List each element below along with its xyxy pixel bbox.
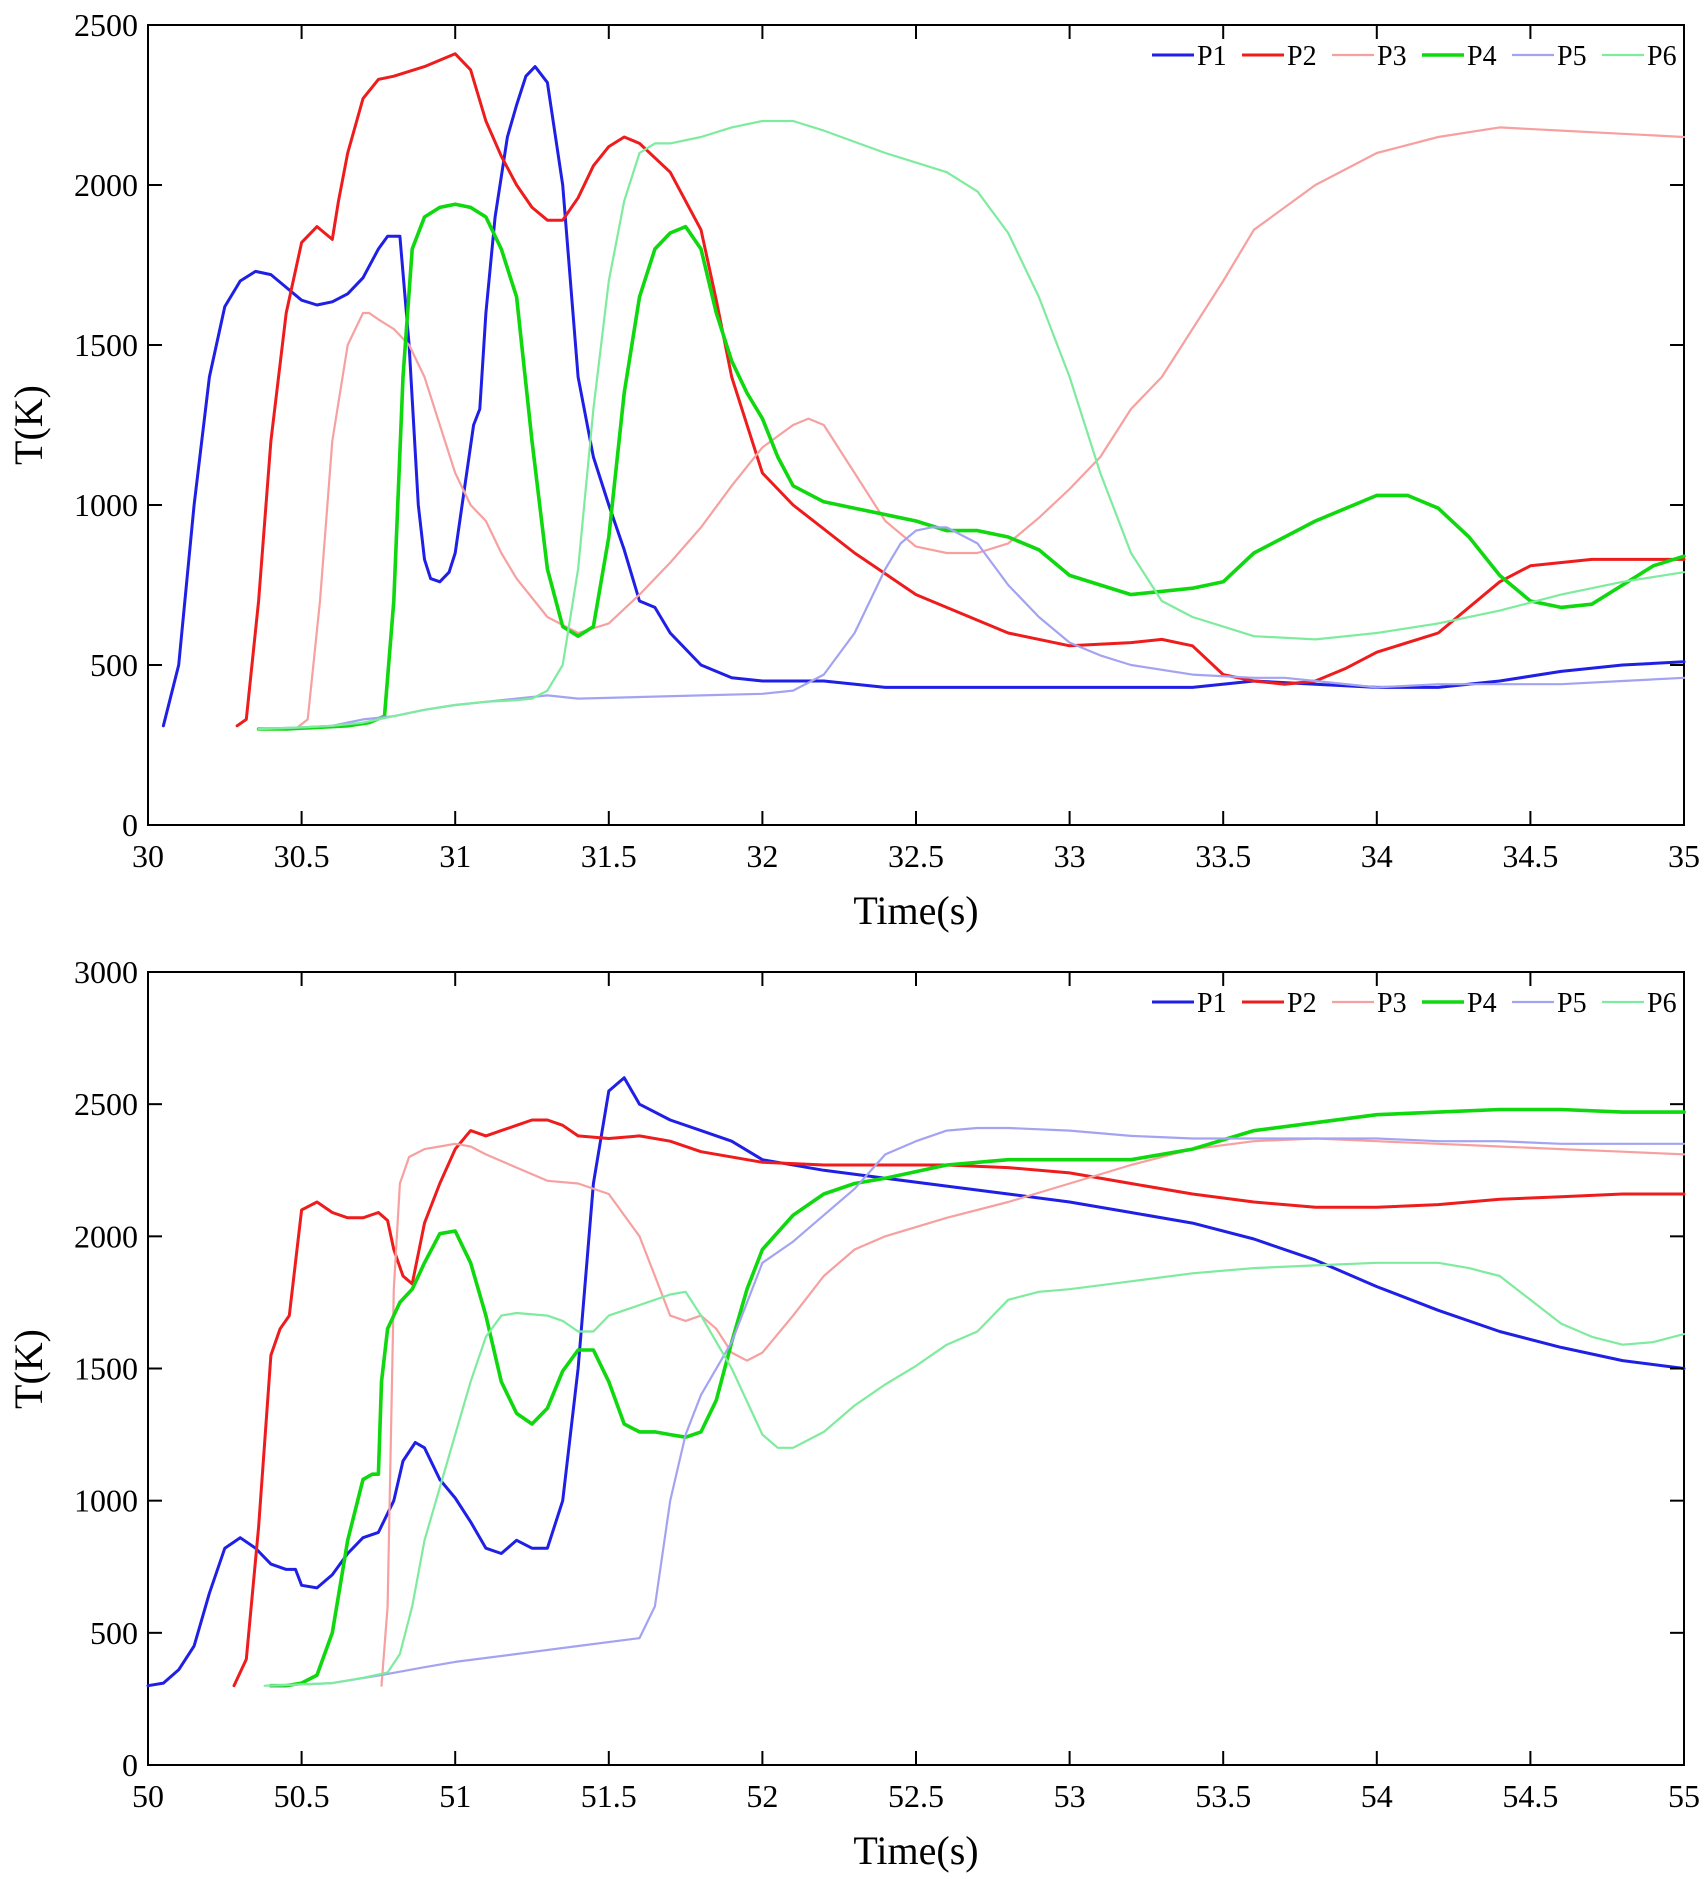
top-x-tick-label: 31.5	[581, 838, 637, 874]
bottom-x-tick-label: 51.5	[581, 1778, 637, 1814]
bottom-legend-label-p6: P6	[1647, 988, 1677, 1019]
top-x-axis-label: Time(s)	[853, 888, 978, 933]
bottom-series-p3	[380, 1137, 1686, 1687]
top-legend-label-p6: P6	[1647, 41, 1677, 72]
bottom-legend-label-p4: P4	[1467, 988, 1497, 1019]
top-y-axis-label: T(K)	[6, 385, 51, 465]
bottom-x-tick-label: 53	[1054, 1778, 1086, 1814]
top-x-tick-label: 33	[1054, 838, 1086, 874]
top-x-tick-label: 30.5	[274, 838, 330, 874]
bottom-y-tick-label: 2000	[74, 1218, 138, 1254]
bottom-series-p1	[146, 1076, 1686, 1688]
bottom-y-axis-label: T(K)	[6, 1329, 51, 1409]
bottom-y-tick-label: 0	[122, 1747, 138, 1783]
top-x-tick-label: 33.5	[1195, 838, 1251, 874]
bottom-series-p5	[269, 1126, 1686, 1687]
top-y-tick-label: 500	[90, 647, 138, 683]
top-series-p1	[161, 65, 1686, 728]
bottom-x-tick-label: 53.5	[1195, 1778, 1251, 1814]
bottom-legend-label-p2: P2	[1287, 988, 1317, 1019]
top-series-layer	[161, 52, 1686, 731]
bottom-x-tick-label: 54	[1361, 1778, 1393, 1814]
bottom-x-tick-label: 52.5	[888, 1778, 944, 1814]
top-x-tick-label: 32	[746, 838, 778, 874]
top-series-p6	[257, 119, 1686, 731]
bottom-y-tick-label: 1000	[74, 1483, 138, 1519]
bottom-chart-panel: 50 50.5 51 51.5 52 52.5 53 53.5 54 54.5 55 0 500 100…	[6, 954, 1700, 1873]
top-x-tick-label: 35	[1668, 838, 1700, 874]
top-series-p4	[256, 202, 1686, 731]
bottom-x-ticks: 50 50.5 51 51.5 52 52.5 53 53.5 54 54.5 55	[132, 972, 1700, 1814]
top-x-ticks: 30 30.5 31 31.5 32 32.5 33 33.5 34 34.5 35	[132, 25, 1700, 874]
top-y-tick-label: 1000	[74, 487, 138, 523]
bottom-legend-label-p5: P5	[1557, 988, 1587, 1019]
top-legend-label-p4: P4	[1467, 41, 1497, 72]
bottom-y-ticks: 0 500 1000 1500 2000 2500 3000	[74, 954, 1684, 1783]
bottom-legend: P1 P2 P3 P4 P5 P6	[1152, 988, 1677, 1019]
bottom-x-tick-label: 51	[439, 1778, 471, 1814]
top-x-tick-label: 34.5	[1502, 838, 1558, 874]
top-x-tick-label: 31	[439, 838, 471, 874]
bottom-series-layer	[146, 1076, 1686, 1688]
bottom-x-tick-label: 55	[1668, 1778, 1700, 1814]
bottom-x-tick-label: 52	[746, 1778, 778, 1814]
top-x-tick-label: 34	[1361, 838, 1393, 874]
top-legend-label-p5: P5	[1557, 41, 1587, 72]
top-y-ticks: 0 500 1000 1500 2000 2500	[74, 7, 1684, 843]
top-series-p3	[294, 126, 1686, 731]
bottom-legend-label-p1: P1	[1197, 988, 1227, 1019]
bottom-y-tick-label: 3000	[74, 954, 138, 990]
top-y-tick-label: 0	[122, 807, 138, 843]
top-y-tick-label: 2000	[74, 167, 138, 203]
top-x-tick-label: 32.5	[888, 838, 944, 874]
bottom-series-p6	[263, 1261, 1686, 1687]
top-y-tick-label: 1500	[74, 327, 138, 363]
top-legend-label-p2: P2	[1287, 41, 1317, 72]
bottom-x-tick-label: 50	[132, 1778, 164, 1814]
bottom-legend-label-p3: P3	[1377, 988, 1407, 1019]
top-legend: P1 P2 P3 P4 P5 P6	[1152, 41, 1677, 72]
bottom-y-tick-label: 500	[90, 1615, 138, 1651]
bottom-series-p4	[269, 1107, 1686, 1688]
top-legend-label-p1: P1	[1197, 41, 1227, 72]
bottom-x-tick-label: 50.5	[274, 1778, 330, 1814]
bottom-y-tick-label: 2500	[74, 1086, 138, 1122]
top-series-p2	[235, 52, 1686, 728]
top-legend-label-p3: P3	[1377, 41, 1407, 72]
top-x-tick-label: 30	[132, 838, 164, 874]
top-y-tick-label: 2500	[74, 7, 138, 43]
bottom-series-p2	[232, 1118, 1686, 1688]
bottom-y-tick-label: 1500	[74, 1351, 138, 1387]
top-chart-panel: 30 30.5 31 31.5 32 32.5 33 33.5 34 34.5 35 0 500 100…	[6, 7, 1700, 933]
bottom-x-tick-label: 54.5	[1502, 1778, 1558, 1814]
bottom-x-axis-label: Time(s)	[853, 1828, 978, 1873]
